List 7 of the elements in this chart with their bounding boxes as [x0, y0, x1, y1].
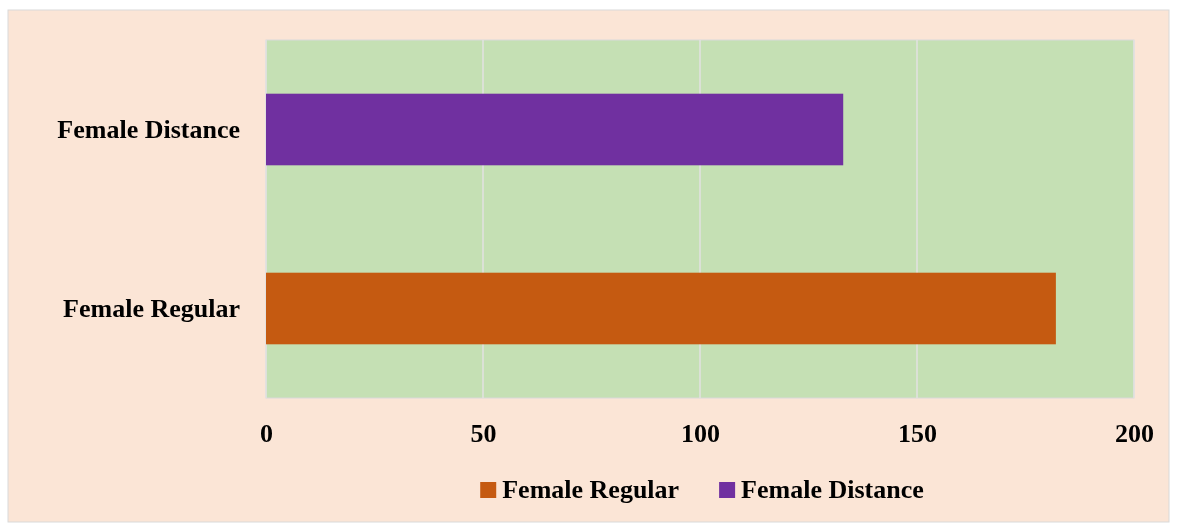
x-tick-label: 150: [898, 419, 937, 449]
x-tick-label: 0: [260, 419, 273, 449]
x-tick-label: 50: [470, 419, 497, 449]
legend-label: Female Distance: [741, 475, 924, 504]
legend-label: Female Regular: [502, 475, 680, 504]
x-tick-label: 200: [1115, 419, 1154, 449]
x-tick-label: 100: [681, 419, 720, 449]
